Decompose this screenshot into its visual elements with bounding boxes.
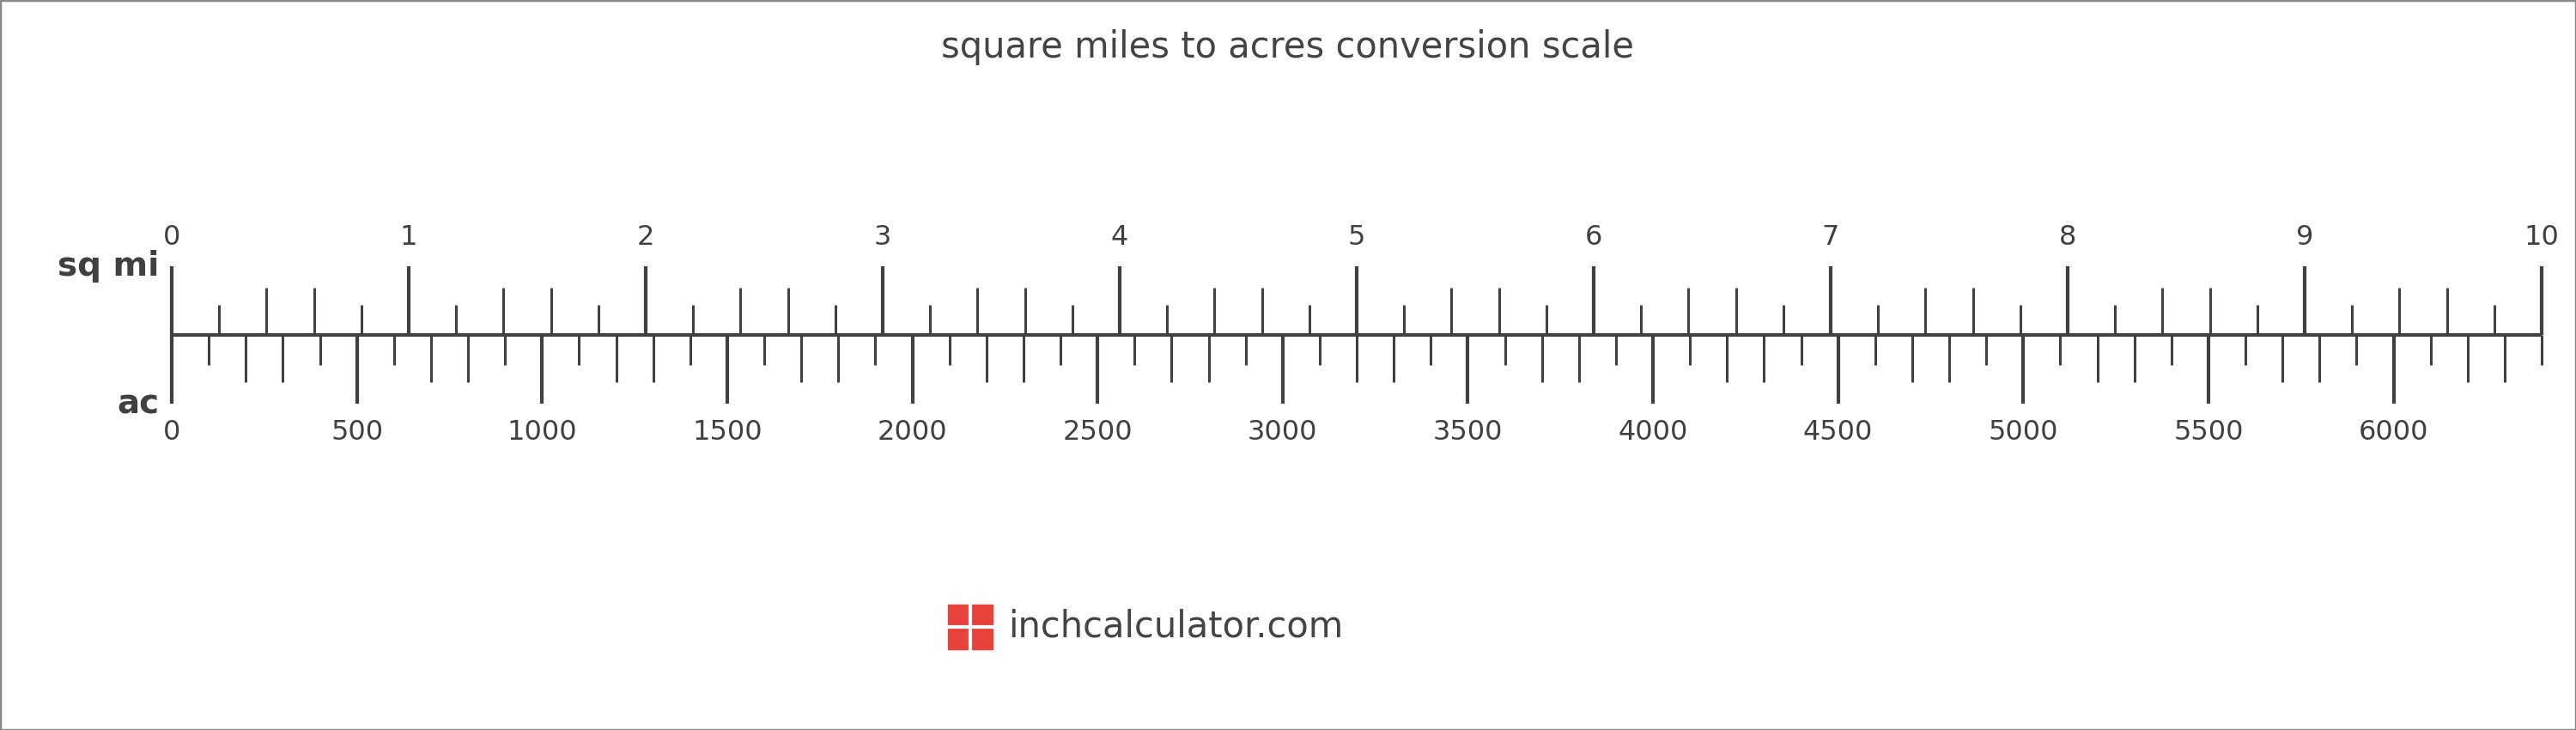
Text: 3: 3 <box>873 224 891 251</box>
Text: 1500: 1500 <box>693 419 762 446</box>
Text: 9: 9 <box>2295 224 2313 251</box>
Text: 0: 0 <box>162 224 180 251</box>
Text: square miles to acres conversion scale: square miles to acres conversion scale <box>943 29 1633 65</box>
Bar <box>948 604 992 649</box>
Text: 1000: 1000 <box>507 419 577 446</box>
Text: sq mi: sq mi <box>57 250 160 283</box>
Text: ac: ac <box>116 388 160 420</box>
Text: 5000: 5000 <box>1989 419 2058 446</box>
Text: 1: 1 <box>399 224 417 251</box>
Text: 5500: 5500 <box>2174 419 2244 446</box>
Text: 7: 7 <box>1821 224 1839 251</box>
Text: 6000: 6000 <box>2360 419 2429 446</box>
Text: 4: 4 <box>1110 224 1128 251</box>
Text: 2000: 2000 <box>878 419 948 446</box>
Text: inchcalculator.com: inchcalculator.com <box>1007 609 1342 645</box>
Text: 10: 10 <box>2524 224 2558 251</box>
Text: 6: 6 <box>1584 224 1602 251</box>
Text: 2500: 2500 <box>1061 419 1133 446</box>
Text: 5: 5 <box>1347 224 1365 251</box>
Text: 8: 8 <box>2058 224 2076 251</box>
Text: 4500: 4500 <box>1803 419 1873 446</box>
Text: 500: 500 <box>330 419 384 446</box>
Text: 3000: 3000 <box>1247 419 1316 446</box>
Text: 0: 0 <box>162 419 180 446</box>
Text: 3500: 3500 <box>1432 419 1502 446</box>
Text: 4000: 4000 <box>1618 419 1687 446</box>
Text: 2: 2 <box>636 224 654 251</box>
